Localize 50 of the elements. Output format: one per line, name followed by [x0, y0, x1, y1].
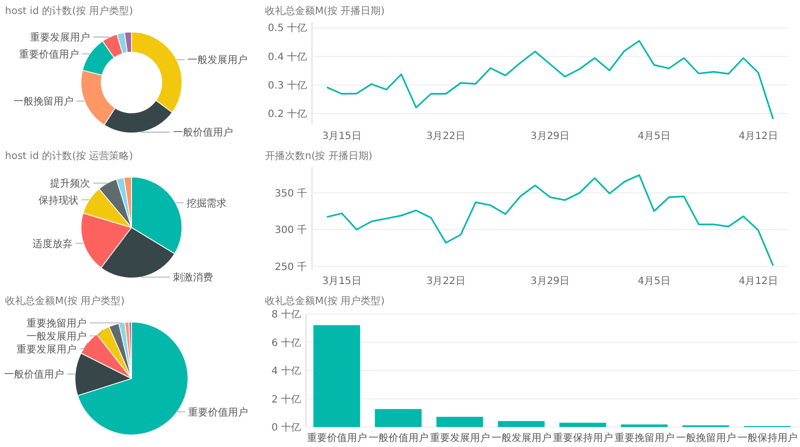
x-tick-label: 3月22日 [426, 276, 466, 287]
slice-label: 提升频次 [50, 178, 90, 190]
x-tick-label: 一般发展用户 [491, 432, 552, 444]
chart-title: host id 的计数(按 运营策略) [5, 150, 134, 162]
chart-title: 收礼总金额M(按 开播日期) [265, 5, 385, 17]
y-tick-label: 0.3 十亿 [268, 79, 307, 92]
slice-label: 一般挽留用户 [14, 96, 74, 108]
x-tick-label: 4月5日 [638, 131, 670, 142]
y-tick-label: 0.2 十亿 [268, 108, 307, 120]
slice-label: 重要发展用户 [30, 32, 90, 44]
x-tick-label: 4月12日 [738, 131, 778, 142]
slice-label: 保持现状 [38, 194, 78, 206]
y-tick-label: 8 十亿 [271, 308, 301, 320]
x-tick-label: 重要保持用户 [552, 432, 613, 444]
y-tick-label: 4 十亿 [271, 365, 301, 377]
slice-label: 刺激消费 [172, 272, 213, 284]
y-tick-label: 350 千 [274, 187, 307, 200]
x-tick-label: 重要价值用户 [306, 432, 367, 444]
y-tick-label: 6 十亿 [271, 336, 301, 349]
x-tick-label: 重要挽留用户 [614, 432, 674, 444]
x-tick-label: 3月29日 [530, 131, 570, 142]
x-tick-label: 3月15日 [322, 276, 362, 287]
x-tick-label: 4月5日 [638, 276, 670, 287]
x-tick-label: 3月29日 [530, 276, 570, 287]
slice-label: 适度放弃 [32, 238, 73, 250]
x-tick-label: 3月22日 [426, 131, 466, 142]
slice-label: 一般价值用户 [4, 368, 64, 381]
y-tick-label: 2 十亿 [271, 393, 301, 406]
y-tick-label: 0 十亿 [271, 422, 301, 434]
x-tick-label: 4月12日 [738, 276, 778, 287]
slice-label: 挖掘需求 [186, 197, 227, 210]
x-tick-label: 重要发展用户 [430, 432, 490, 444]
slice-label: 重要挽留用户 [26, 317, 87, 330]
slice-label: 重要发展用户 [16, 343, 77, 356]
slice-label: 一般发展用户 [188, 54, 248, 66]
chart-title: 收礼总金额M(按 用户类型) [5, 295, 125, 307]
y-tick-label: 300 千 [274, 224, 307, 236]
slice-label: 一般发展用户 [26, 330, 87, 342]
y-tick-label: 250 千 [274, 260, 307, 273]
x-tick-label: 一般价值用户 [368, 432, 428, 444]
chart-title: 开播次数n(按 开播日期) [265, 150, 372, 162]
y-tick-label: 0.4 十亿 [268, 50, 307, 63]
x-tick-label: 一般保持用户 [737, 432, 798, 444]
x-tick-label: 3月15日 [322, 131, 362, 142]
x-tick-label: 一般挽留用户 [676, 432, 736, 444]
chart-title: host id 的计数(按 用户类型) [5, 5, 134, 17]
chart-title: 收礼总金额M(按 用户类型) [265, 295, 385, 307]
slice-label: 重要价值用户 [18, 48, 79, 60]
y-tick-label: 0.5 十亿 [268, 22, 307, 34]
slice-label: 重要价值用户 [188, 406, 248, 418]
